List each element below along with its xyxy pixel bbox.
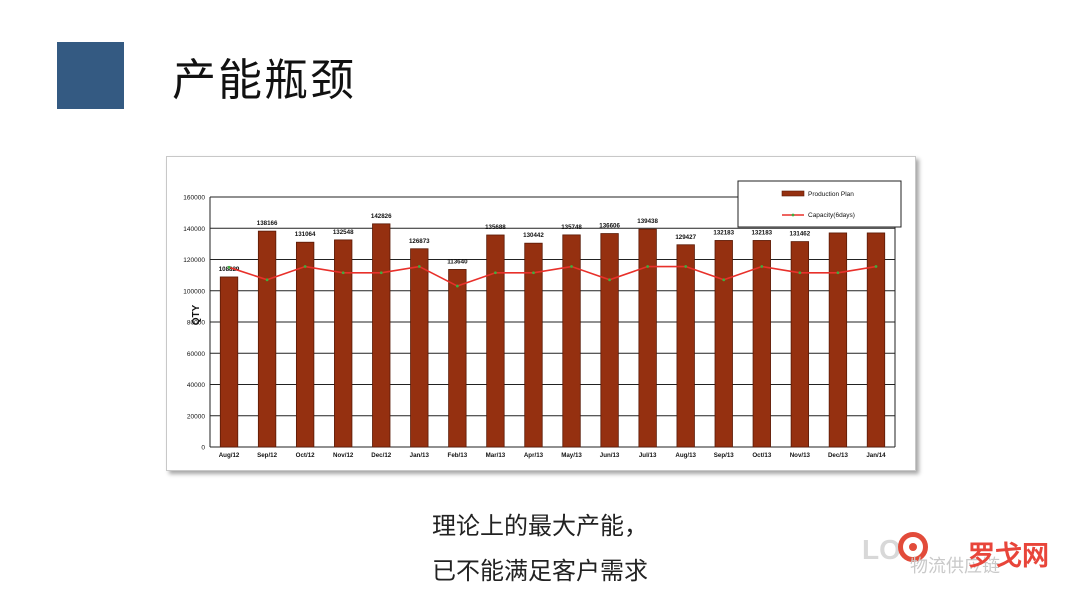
capacity-point bbox=[303, 265, 307, 268]
x-tick-label: Jan/13 bbox=[410, 452, 430, 459]
watermark-subtext: 物流供应链 bbox=[910, 556, 1000, 577]
target-ring-icon bbox=[898, 532, 928, 562]
x-tick-label: Feb/13 bbox=[448, 452, 468, 459]
capacity-point bbox=[455, 284, 459, 288]
bar bbox=[714, 240, 733, 448]
bar bbox=[866, 232, 886, 448]
y-tick-label: 160000 bbox=[183, 195, 205, 202]
y-tick-label: 40000 bbox=[187, 382, 205, 389]
capacity-point bbox=[874, 265, 878, 268]
x-tick-label: Jul/13 bbox=[639, 452, 657, 459]
capacity-point bbox=[760, 265, 764, 268]
y-tick-label: 60000 bbox=[187, 351, 205, 358]
bar bbox=[828, 232, 848, 448]
bar bbox=[257, 230, 277, 448]
x-tick-label: Oct/13 bbox=[752, 452, 771, 459]
capacity-point bbox=[341, 271, 345, 275]
bar bbox=[562, 234, 581, 448]
x-tick-label: Aug/12 bbox=[219, 452, 240, 459]
capacity-point bbox=[379, 271, 383, 275]
capacity-point bbox=[570, 265, 573, 268]
capacity-point bbox=[532, 271, 535, 275]
capacity-point bbox=[646, 265, 650, 268]
bar bbox=[790, 241, 810, 448]
bar-value-label: 135748 bbox=[561, 224, 582, 231]
bar-value-label: 142826 bbox=[371, 213, 392, 220]
bar-value-label: 113640 bbox=[447, 258, 468, 265]
bar bbox=[219, 276, 239, 448]
y-axis-label: QTY bbox=[191, 304, 202, 325]
x-tick-label: Aug/13 bbox=[675, 452, 696, 459]
chart-frame: 0 20000 40000 60000 80000 100000 120000 140000 1… bbox=[166, 156, 916, 471]
legend-label-capacity: Capacity(6days) bbox=[808, 212, 855, 219]
x-tick-label: May/13 bbox=[561, 452, 582, 459]
bar bbox=[638, 228, 657, 448]
watermark-logo-letters: LO bbox=[862, 534, 901, 565]
capacity-point bbox=[227, 265, 231, 269]
bar bbox=[752, 240, 771, 448]
bar bbox=[486, 234, 505, 448]
y-tick-label: 100000 bbox=[183, 288, 205, 295]
bar bbox=[334, 239, 353, 448]
bar-value-label: 108829 bbox=[219, 266, 240, 273]
y-tick-label: 80000 bbox=[187, 320, 205, 327]
bar-value-label: 136606 bbox=[599, 223, 620, 230]
y-tick-label: 20000 bbox=[187, 413, 205, 420]
bar bbox=[372, 223, 391, 448]
capacity-point bbox=[494, 271, 497, 275]
x-tick-label: Sep/12 bbox=[257, 452, 278, 459]
x-tick-label: Jan/14 bbox=[866, 452, 886, 459]
bar-value-label: 135688 bbox=[485, 224, 506, 231]
x-tick-label: Nov/12 bbox=[333, 452, 354, 459]
bar bbox=[676, 244, 695, 448]
x-tick-label: Mar/13 bbox=[486, 452, 506, 459]
bar bbox=[448, 269, 467, 448]
capacity-line bbox=[228, 265, 877, 287]
bar bbox=[295, 241, 315, 448]
legend-swatch-bar bbox=[781, 190, 805, 197]
bar-value-label: 139438 bbox=[637, 218, 658, 225]
legend-box bbox=[737, 180, 902, 228]
x-tick-label: Dec/13 bbox=[828, 452, 849, 459]
y-tick-label: 120000 bbox=[183, 257, 205, 264]
bar bbox=[600, 233, 619, 448]
capacity-point bbox=[684, 265, 688, 268]
legend-swatch-marker bbox=[791, 213, 795, 217]
watermark-brand: 罗戈网 bbox=[968, 541, 1049, 572]
y-tick-label: 0 bbox=[201, 445, 205, 452]
bar-value-label: 138166 bbox=[257, 220, 278, 227]
caption-line-1: 理论上的最大产能， bbox=[432, 512, 648, 540]
bar-value-label: 132183 bbox=[751, 229, 772, 236]
bar bbox=[524, 242, 543, 448]
x-tick-label: Jun/13 bbox=[600, 452, 620, 459]
capacity-point bbox=[722, 278, 726, 282]
y-tick-label: 140000 bbox=[183, 226, 205, 233]
capacity-point bbox=[608, 278, 611, 282]
capacity-point bbox=[798, 271, 802, 275]
bar-value-label: 126873 bbox=[409, 238, 430, 245]
x-tick-label: Apr/13 bbox=[524, 452, 544, 459]
x-tick-label: Sep/13 bbox=[714, 452, 735, 459]
bar-value-label: 132183 bbox=[713, 229, 734, 236]
bar-value-label: 130442 bbox=[523, 232, 544, 239]
bar-value-label: 129427 bbox=[675, 234, 696, 241]
x-tick-label: Dec/12 bbox=[371, 452, 392, 459]
x-tick-label: Nov/13 bbox=[790, 452, 811, 459]
bar-value-label: 132548 bbox=[333, 229, 354, 236]
legend-label-production-plan: Production Plan bbox=[808, 191, 854, 198]
bar-value-label: 131462 bbox=[790, 231, 811, 238]
capacity-point bbox=[265, 278, 269, 282]
bar bbox=[410, 248, 429, 448]
bar-value-label: 131064 bbox=[295, 231, 316, 238]
capacity-point bbox=[417, 265, 421, 268]
capacity-point bbox=[836, 271, 840, 275]
title-accent-square bbox=[57, 42, 124, 109]
watermark-logo: LO 物流供应链 罗戈网 bbox=[862, 528, 1052, 577]
slide-title: 产能瓶颈 bbox=[172, 55, 356, 106]
production-capacity-chart: 0 20000 40000 60000 80000 100000 120000 140000 1… bbox=[183, 180, 902, 459]
x-tick-label: Oct/12 bbox=[296, 452, 315, 459]
caption-line-2: 已不能满足客户需求 bbox=[432, 557, 648, 585]
